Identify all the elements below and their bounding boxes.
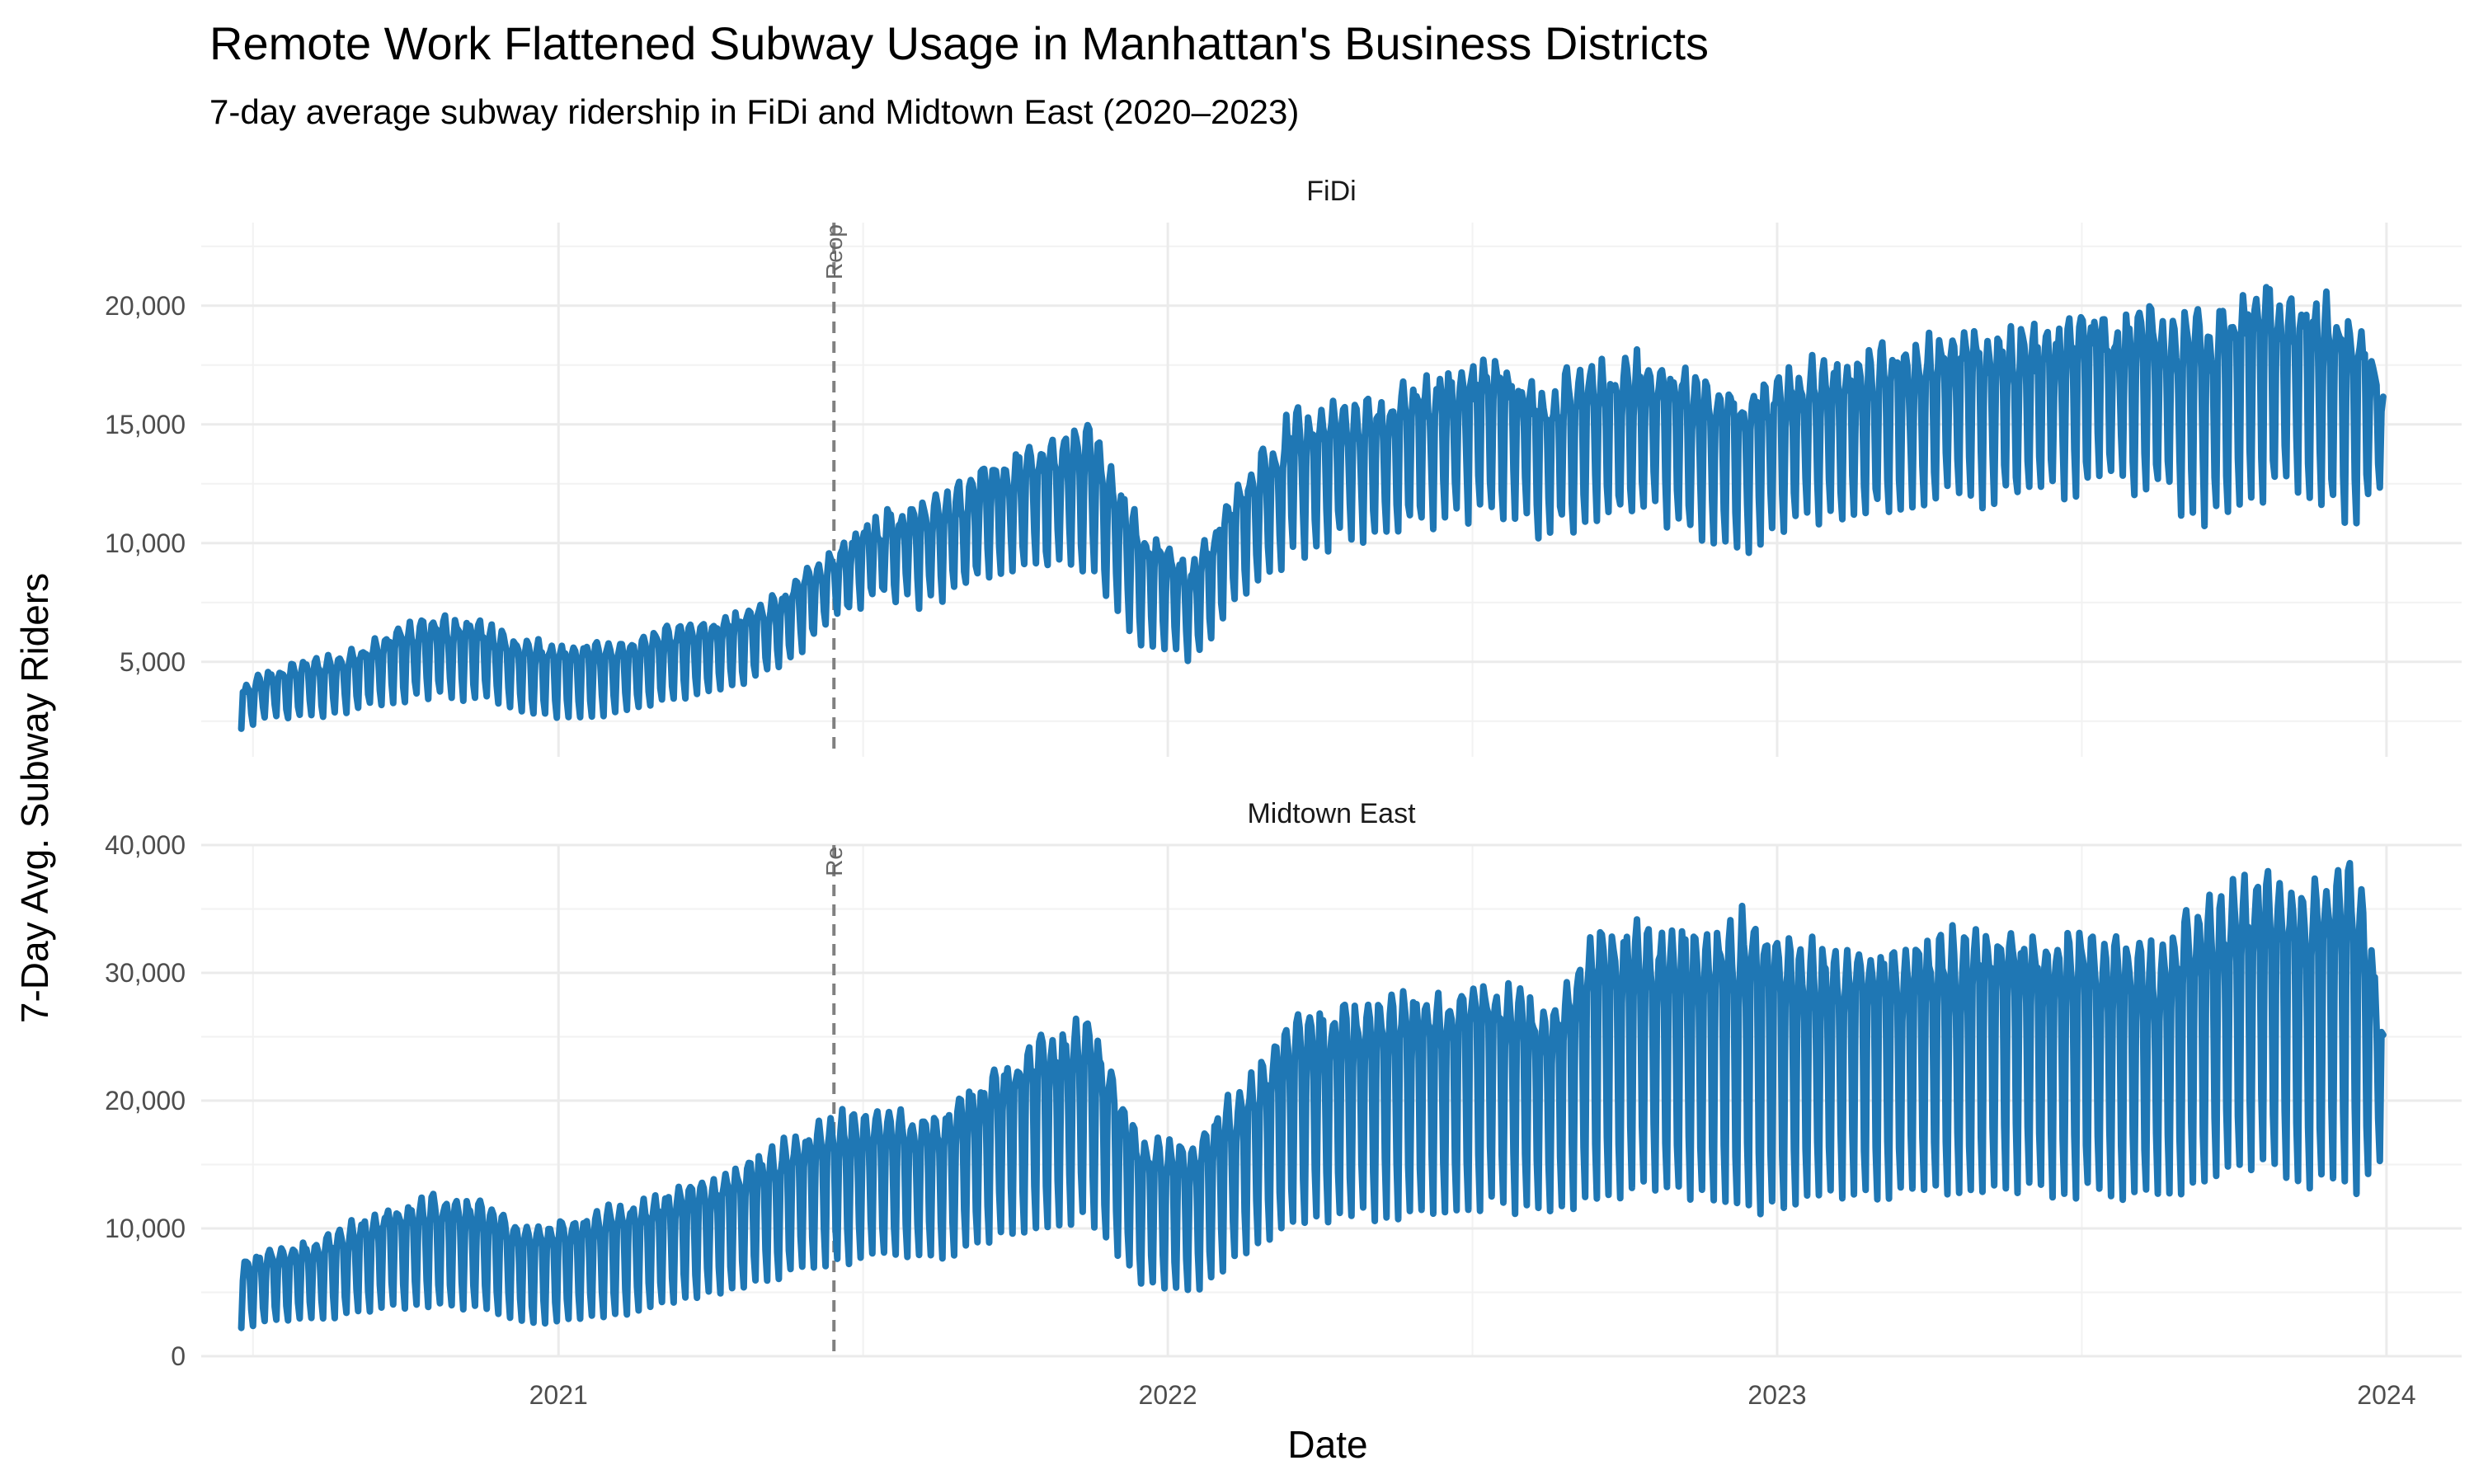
chart-subtitle: 7-day average subway ridership in FiDi a… xyxy=(209,92,1299,131)
y-tick-label: 20,000 xyxy=(105,1086,186,1115)
y-tick-label: 5,000 xyxy=(120,647,186,677)
series-line xyxy=(238,860,2387,1331)
x-tick-label: 2024 xyxy=(2357,1380,2415,1410)
y-tick-label: 15,000 xyxy=(105,410,186,439)
series-line xyxy=(238,284,2387,732)
annotation-label: Re xyxy=(821,847,847,876)
x-axis-title: Date xyxy=(1287,1423,1367,1466)
x-tick-label: 2022 xyxy=(1139,1380,1197,1410)
y-axis-title: 7-Day Avg. Subway Riders xyxy=(13,573,56,1023)
y-tick-label: 10,000 xyxy=(105,1214,186,1243)
facet-strip-label: Midtown East xyxy=(1247,798,1416,829)
facet-panel: 0 10,000 20,000 30,000 40,000 Midtown East Re xyxy=(105,798,2462,1371)
chart-title: Remote Work Flattened Subway Usage in Ma… xyxy=(209,17,1709,69)
facet-panel: 5,000 10,000 15,000 20,000 FiDi Reop xyxy=(105,176,2462,757)
y-tick-label: 30,000 xyxy=(105,958,186,988)
y-tick-label: 0 xyxy=(171,1341,186,1371)
x-axis: 2021 2022 2023 2024 xyxy=(529,1380,2416,1410)
x-tick-label: 2023 xyxy=(1747,1380,1806,1410)
facet-panels: 5,000 10,000 15,000 20,000 FiDi Reop 0 10,000 20… xyxy=(105,176,2462,1371)
y-tick-label: 40,000 xyxy=(105,830,186,860)
facet-strip-label: FiDi xyxy=(1306,176,1356,207)
y-tick-label: 20,000 xyxy=(105,291,186,321)
x-tick-label: 2021 xyxy=(529,1380,588,1410)
y-tick-label: 10,000 xyxy=(105,528,186,558)
annotation-label: Reop xyxy=(821,224,847,279)
